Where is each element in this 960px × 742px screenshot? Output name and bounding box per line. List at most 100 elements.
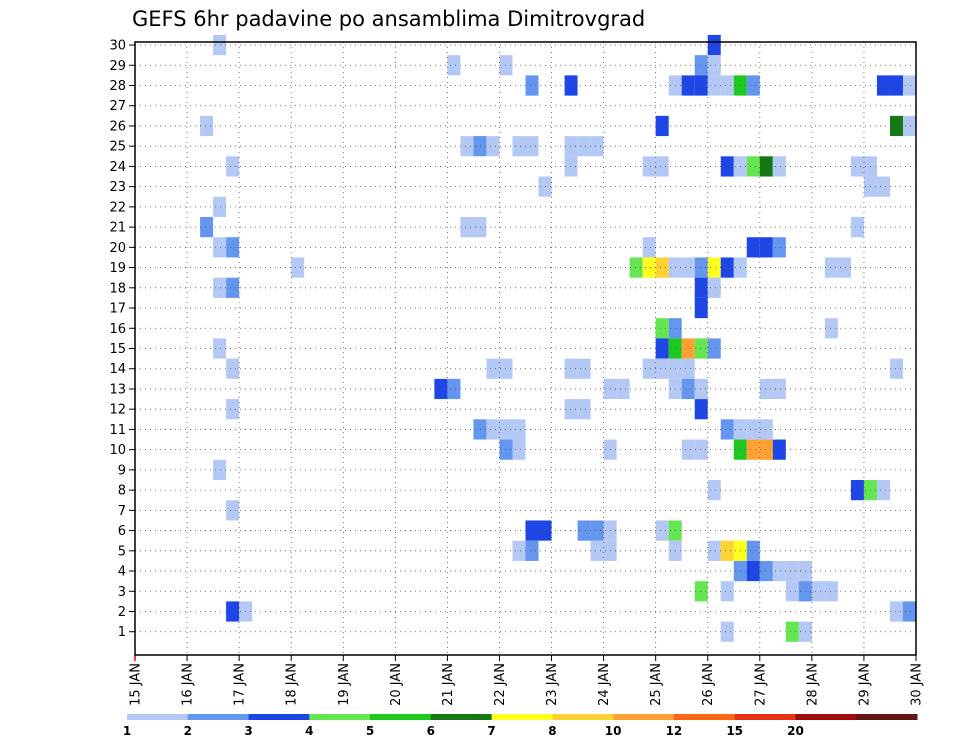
legend-swatch-4 [309,714,371,720]
heatmap-cell-m28-16 [889,75,903,96]
y-tick-label-13: 13 [109,382,126,397]
legend-swatch-1 [127,714,189,720]
heatmap-cell-m3-149 [694,581,708,602]
heatmap-cell-m12-101 [564,399,578,420]
y-tick-label-14: 14 [109,362,126,377]
heatmap-cell-m3-153 [811,581,825,602]
legend-swatch-5 [370,714,432,720]
heatmap-cell-m13-99 [772,378,786,400]
heatmap-cell-m2-157 [889,601,903,622]
chart-title: GEFS 6hr padavine po ansamblima Dimitrov… [132,7,645,31]
x-tick-label-5: 20 JAN [389,663,404,706]
heatmap-cell-m23-43 [876,176,890,197]
heatmap-cell-m15-80 [707,338,721,359]
legend-swatch-3 [248,714,310,720]
y-tick-label-9: 9 [118,463,126,478]
data-cells [200,34,916,642]
y-tick-label-5: 5 [118,544,126,559]
heatmap-cell-m1-160 [785,621,799,642]
y-tick-label-27: 27 [109,99,126,114]
heatmap-cell-m24-39 [850,156,864,177]
heatmap-cell-m5-139 [707,540,721,561]
y-tick-label-20: 20 [109,241,126,256]
y-tick-label-8: 8 [118,484,126,499]
heatmap-cell-m21-46 [460,216,474,238]
legend-swatch-2 [187,714,250,720]
x-tick-label-12: 27 JAN [753,663,768,706]
heatmap-cell-m28-7 [564,75,578,96]
legend-swatch-10 [673,714,736,720]
heatmap-cell-m18-68 [226,277,240,298]
heatmap-cell-m19-66 [837,257,851,278]
heatmap-cell-m11-107 [512,419,526,440]
heatmap-cell-m11-111 [759,419,773,440]
color-legend: 1 2 3 4 5 6 7 8 10 12 15 20 [123,714,918,738]
heatmap-cell-m10-116 [694,439,708,460]
heatmap-cell-m6-127 [525,520,539,541]
heatmap-cell-m21-45 [200,216,214,238]
heatmap-cell-m4-146 [772,560,786,582]
y-tick-label-2: 2 [118,605,126,620]
heatmap-cell-m15-76 [655,338,669,359]
heatmap-cell-m25-22 [460,136,474,157]
heatmap-cell-m5-142 [746,540,760,561]
x-tick-label-11: 26 JAN [701,663,716,706]
legend-label-5: 5 [366,724,374,738]
heatmap-cell-m19-56 [629,257,643,278]
heatmap-cell-m16-72 [655,318,669,339]
heatmap-cell-m20-51 [642,237,656,258]
heatmap-cell-m28-6 [525,75,539,96]
x-axis: 15 JAN 16 JAN 17 JAN 18 JAN 19 JAN 20 JAN 21 J… [129,655,925,706]
heatmap-cell-m14-85 [577,358,591,379]
heatmap-cell-m25-27 [564,136,578,157]
heatmap-cell-m26-18 [200,115,214,137]
heatmap-cell-m19-58 [655,257,669,278]
heatmap-cell-m19-60 [681,257,695,278]
heatmap-cell-m24-30 [226,156,240,177]
legend-label-4: 4 [305,724,313,738]
heatmap-cell-m30-1 [707,34,721,56]
y-tick-label-10: 10 [109,443,126,458]
heatmap-cell-m29-4 [694,55,708,76]
heatmap-cell-m4-144 [746,560,760,582]
heatmap-cell-m14-89 [681,358,695,379]
y-tick-label-6: 6 [118,524,126,539]
heatmap-cell-m8-125 [876,480,890,501]
heatmap-cell-m11-105 [486,419,500,440]
x-tick-label-10: 25 JAN [649,663,664,706]
heatmap-cell-m28-12 [720,75,734,96]
heatmap-cell-m10-119 [759,439,773,460]
heatmap-cell-m20-49 [213,237,227,258]
heatmap-cell-m10-120 [772,439,786,460]
heatmap-cell-m10-115 [681,439,695,460]
heatmap-cell-m25-28 [577,136,591,157]
plot-frame [134,41,917,656]
y-tick-label-19: 19 [109,261,126,276]
heatmap-cell-m15-75 [213,338,227,359]
heatmap-cell-m2-155 [226,601,240,622]
x-tick-label-15: 30 JAN [910,663,925,706]
legend-swatch-8 [552,714,614,720]
heatmap-cell-m19-57 [642,257,656,278]
heatmap-cell-m25-26 [525,136,539,157]
heatmap-cell-m19-62 [707,257,721,278]
heatmap-cell-m3-154 [824,581,838,602]
legend-label-3: 3 [244,724,252,738]
heatmap-cell-m12-103 [694,399,708,420]
heatmap-cell-m14-87 [655,358,669,379]
heatmap-cell-m14-82 [486,358,500,379]
heatmap-cell-m10-113 [512,439,526,460]
x-tick-label-8: 23 JAN [545,663,560,706]
heatmap-cell-m15-78 [681,338,695,359]
heatmap-cell-m6-130 [590,520,604,541]
x-tick-label-6: 21 JAN [441,663,456,706]
heatmap-cell-m12-100 [226,399,240,420]
heatmap-cell-m20-50 [226,237,240,258]
x-tick-label-2: 17 JAN [233,663,248,706]
heatmap-cell-m14-90 [889,358,903,379]
heatmap-cell-m21-47 [473,216,487,238]
heatmap-cell-m25-25 [512,136,526,157]
heatmap-cell-m13-98 [759,378,773,400]
heatmap-cell-m15-79 [694,338,708,359]
